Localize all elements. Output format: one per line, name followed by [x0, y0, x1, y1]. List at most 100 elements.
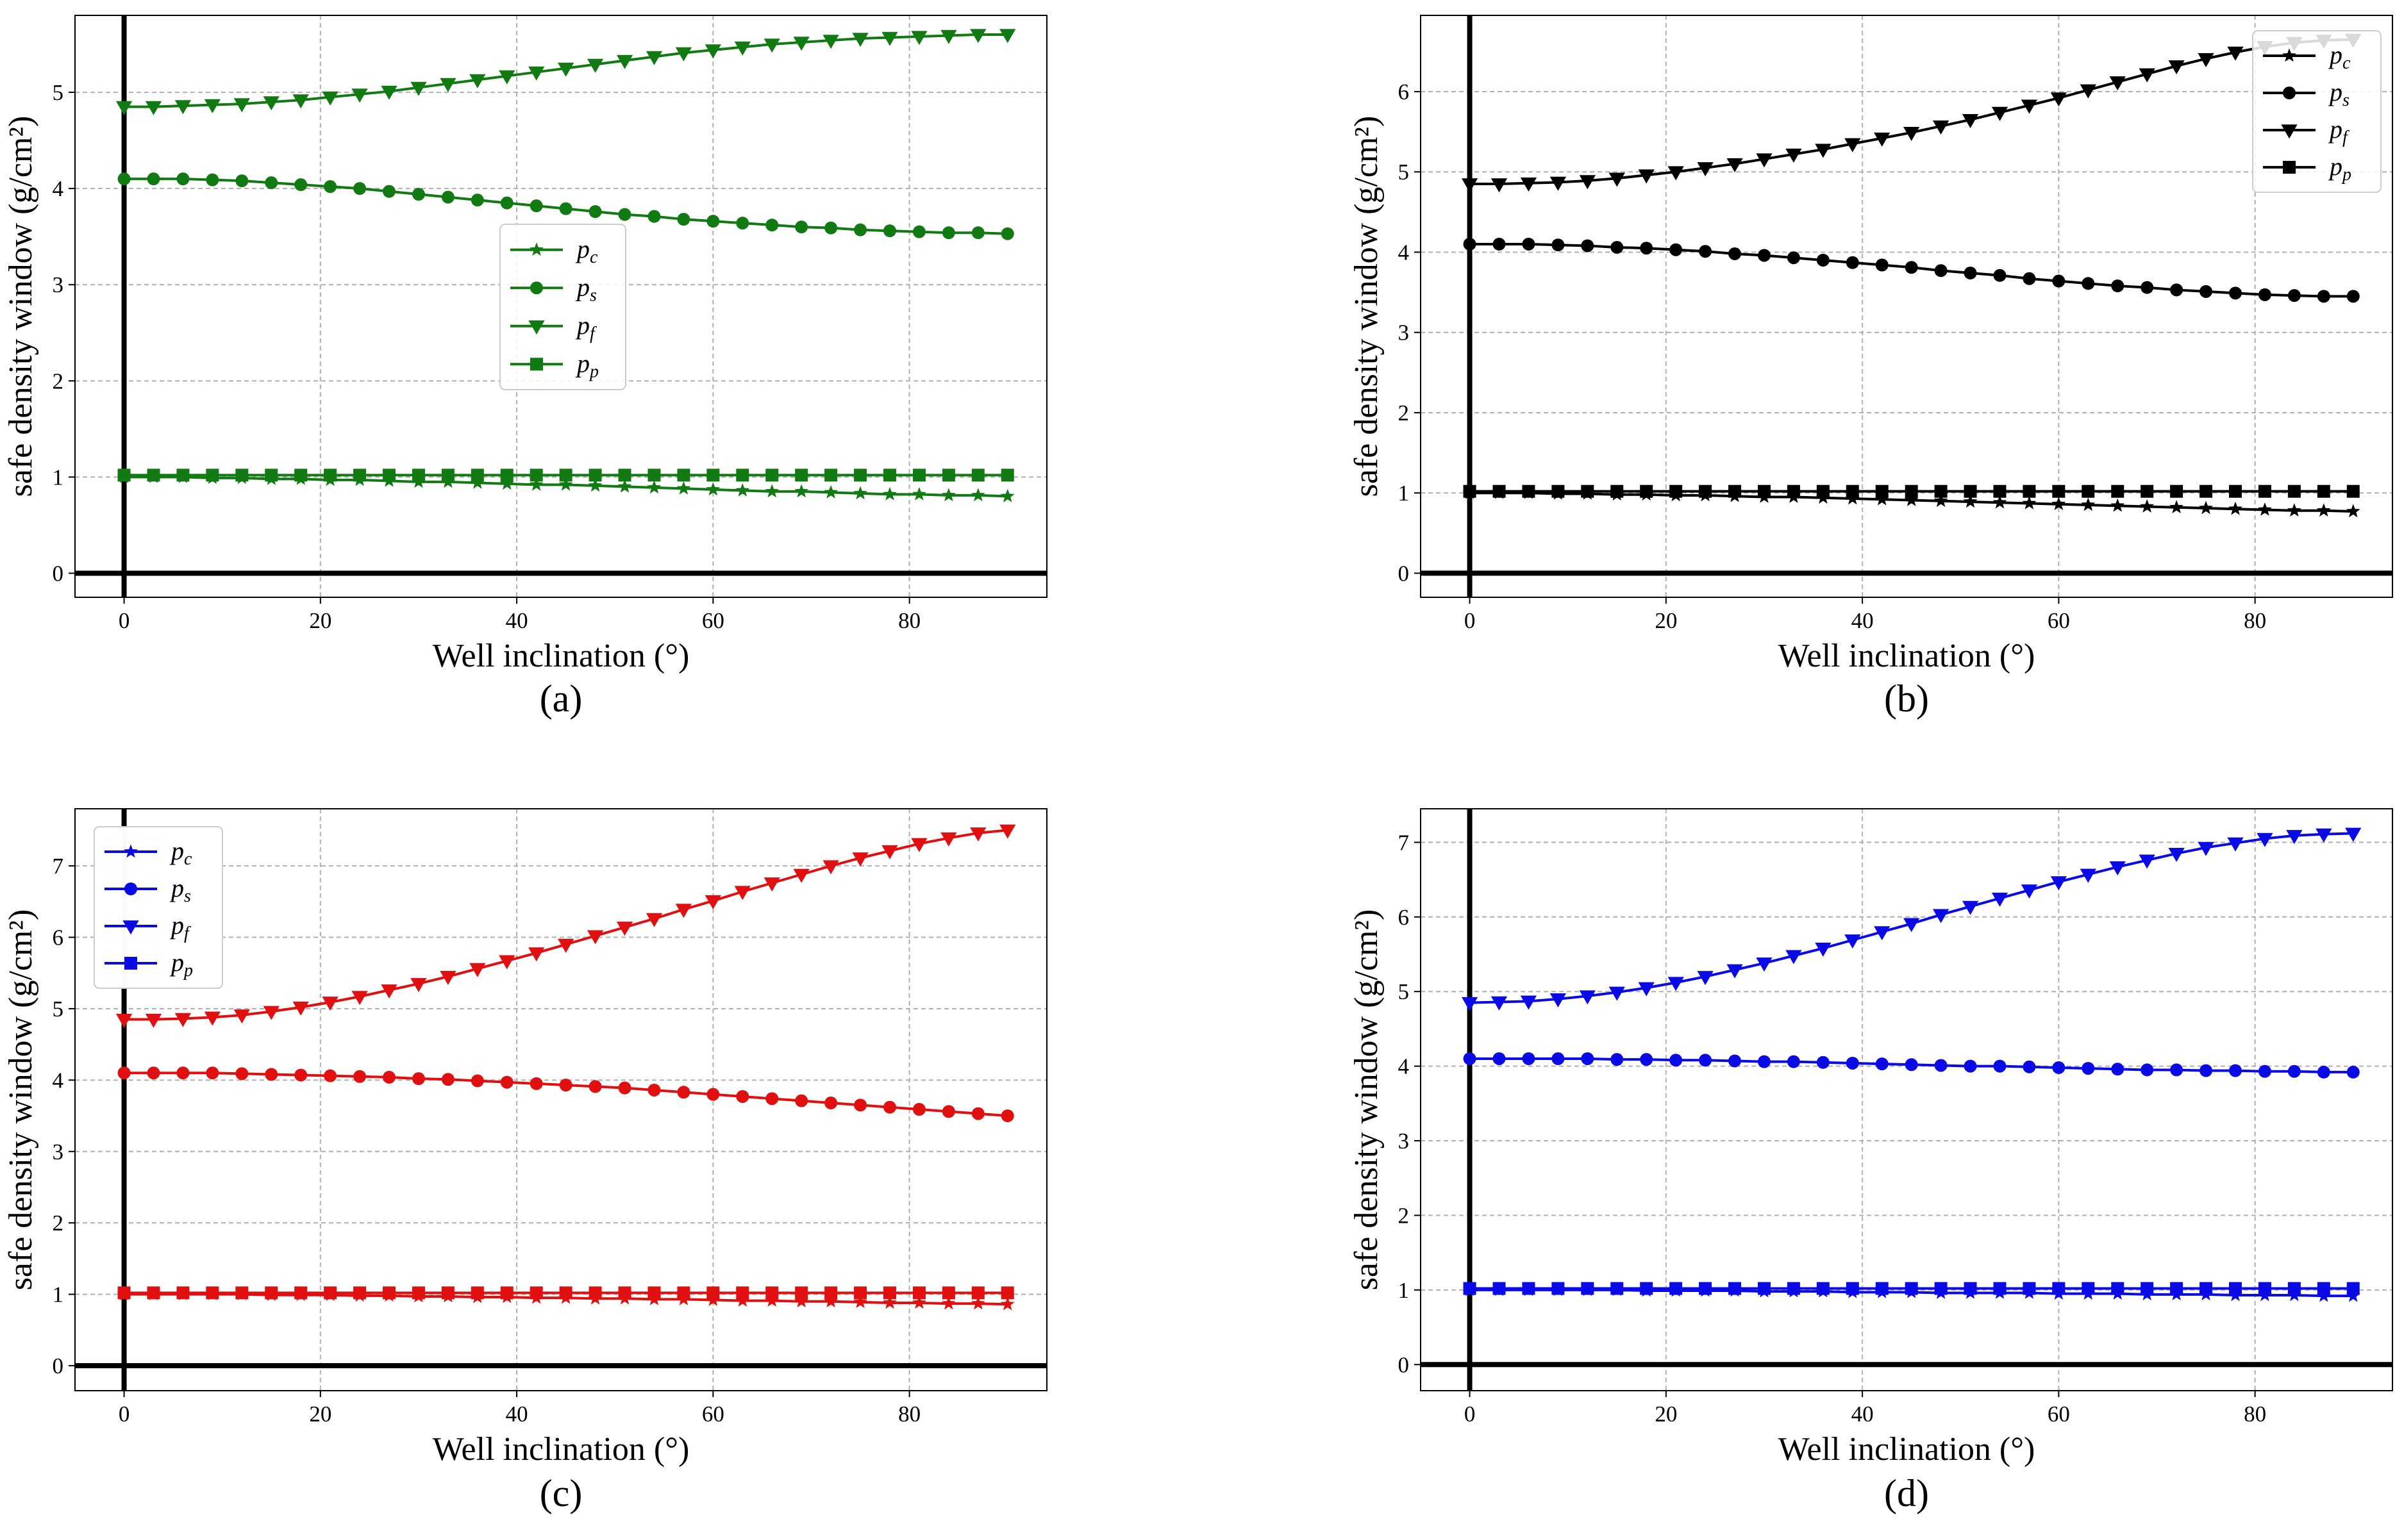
legend-item: pc [510, 235, 598, 267]
data-point [1905, 484, 1918, 498]
data-point [204, 1011, 221, 1026]
legend-marker [530, 358, 543, 371]
data-point [292, 94, 309, 109]
data-point [1697, 162, 1714, 177]
legend-box [94, 826, 223, 989]
data-point [1699, 1054, 1712, 1067]
series-line [1469, 38, 2353, 186]
data-point [735, 1293, 750, 1307]
data-point [410, 978, 427, 993]
data-point [1669, 484, 1683, 498]
data-point [263, 96, 280, 111]
data-point [412, 1072, 425, 1086]
data-point [441, 190, 455, 204]
series-p-s [117, 1066, 1014, 1123]
data-point [145, 1013, 162, 1028]
data-point [618, 1081, 631, 1095]
legend-marker [2281, 124, 2298, 139]
y-tick-label: 0 [53, 1354, 64, 1379]
data-point [559, 468, 572, 482]
data-point [795, 1286, 808, 1300]
panel-label: (b) [1884, 677, 1929, 720]
data-point [292, 1001, 309, 1016]
data-point [1579, 175, 1596, 190]
data-point [705, 44, 722, 59]
data-point [765, 468, 779, 482]
data-point [2111, 484, 2124, 498]
data-point [942, 226, 955, 240]
data-point [734, 886, 751, 900]
data-point [353, 182, 367, 195]
data-point [1608, 172, 1625, 187]
data-point [1756, 957, 1773, 972]
data-point [883, 1100, 896, 1114]
data-point [883, 468, 896, 482]
data-point [765, 219, 779, 232]
data-point [2346, 1065, 2360, 1079]
data-point [1522, 1282, 1535, 1295]
data-point [2258, 484, 2271, 498]
data-point [706, 215, 720, 228]
legend-label-main: p [2328, 40, 2342, 69]
data-point [235, 468, 249, 482]
data-point [587, 930, 604, 945]
legend-item: pc [2263, 40, 2351, 73]
data-point [2317, 1065, 2330, 1079]
data-point [2346, 504, 2360, 518]
y-tick-label: 4 [1398, 1054, 1410, 1079]
data-point [970, 29, 987, 44]
data-point [765, 484, 780, 498]
y-tick-label: 3 [1398, 1129, 1410, 1154]
data-point [2109, 76, 2126, 91]
data-point [500, 468, 513, 482]
series-p-s [1463, 237, 2360, 303]
data-point [383, 185, 396, 198]
data-point [2228, 1282, 2242, 1295]
data-point [469, 74, 486, 88]
x-axis-label: Well inclination (°) [1778, 1431, 2035, 1468]
data-point [353, 468, 367, 482]
data-point [1874, 492, 1889, 506]
data-point [1844, 934, 1861, 949]
x-tick-label: 0 [119, 608, 130, 633]
series-p-p [117, 468, 1014, 482]
data-point [1785, 950, 1802, 965]
data-point [1903, 918, 1920, 932]
data-point [854, 223, 867, 236]
y-axis-label: safe density window (g/cm²) [3, 909, 39, 1291]
data-point [941, 1296, 956, 1310]
data-point [353, 1286, 367, 1300]
data-point [2287, 1064, 2301, 1078]
data-point [1667, 166, 1684, 181]
data-point [1964, 1282, 1977, 1295]
data-point [912, 486, 926, 501]
x-tick-label: 20 [309, 1402, 331, 1427]
data-point [2228, 286, 2242, 300]
legend-label-subscript: p [183, 961, 193, 981]
data-point [618, 208, 631, 221]
legend-label-main: p [575, 235, 590, 263]
data-point [883, 1286, 896, 1300]
data-point [677, 1086, 690, 1099]
data-point [115, 1013, 133, 1028]
series-p-s [117, 172, 1014, 240]
data-point [999, 824, 1016, 839]
data-point [1991, 892, 2008, 907]
legend-item: pp [2263, 152, 2351, 185]
data-point [2346, 484, 2360, 498]
data-point [500, 1075, 513, 1089]
data-point [940, 29, 957, 44]
data-point [2111, 279, 2124, 293]
y-tick-label: 0 [53, 561, 64, 586]
data-point [881, 845, 898, 859]
data-point [1669, 1282, 1683, 1295]
data-point [822, 860, 839, 875]
data-point [1463, 237, 1476, 251]
data-point [795, 468, 808, 482]
data-point [500, 196, 513, 210]
data-point [2258, 1282, 2271, 1295]
data-point [942, 1286, 955, 1300]
data-point [176, 1286, 190, 1300]
